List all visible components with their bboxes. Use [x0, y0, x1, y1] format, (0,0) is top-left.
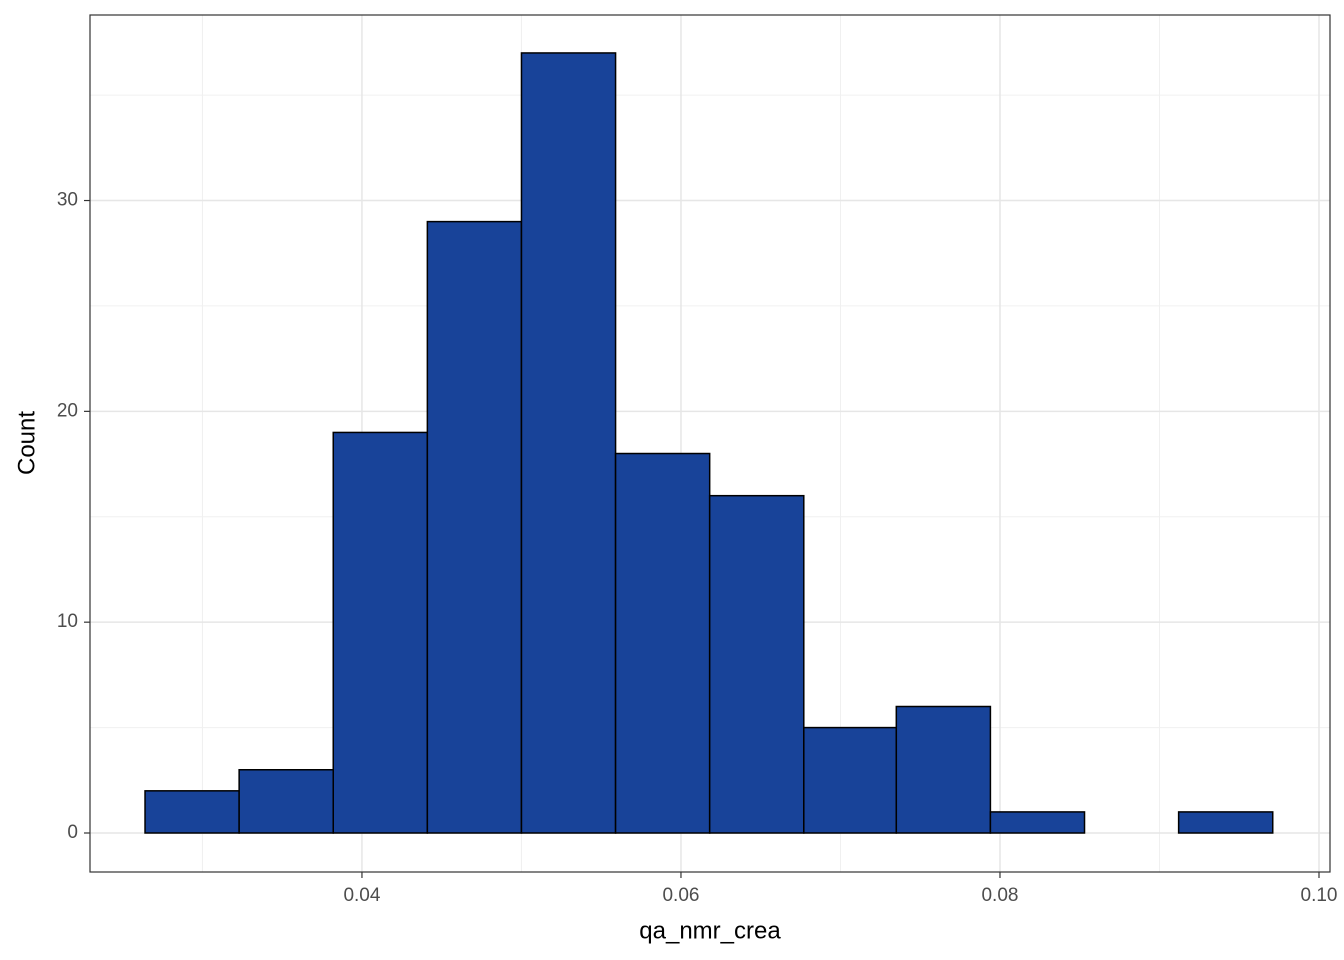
x-tick-label: 0.06: [662, 885, 699, 906]
y-axis-title: Count: [13, 411, 40, 475]
bar: [520, 52, 617, 834]
plot-border: [89, 14, 1331, 873]
bar: [332, 431, 429, 834]
bar: [426, 220, 523, 834]
x-tick-label: 0.10: [1301, 885, 1338, 906]
bar: [238, 769, 334, 834]
bar: [803, 726, 898, 834]
y-tick-label: 30: [57, 190, 78, 211]
bar: [989, 811, 1086, 834]
bar: [895, 705, 992, 834]
bar: [1177, 811, 1274, 834]
bar: [708, 494, 805, 834]
y-tick-label: 20: [57, 400, 78, 421]
y-tick-label: 10: [57, 611, 78, 632]
y-tick-label: 0: [67, 822, 78, 843]
x-tick-label: 0.08: [981, 885, 1018, 906]
bar: [144, 790, 240, 834]
bar: [614, 452, 711, 834]
x-axis-title: qa_nmr_crea: [639, 917, 781, 944]
x-tick-label: 0.04: [343, 885, 380, 906]
